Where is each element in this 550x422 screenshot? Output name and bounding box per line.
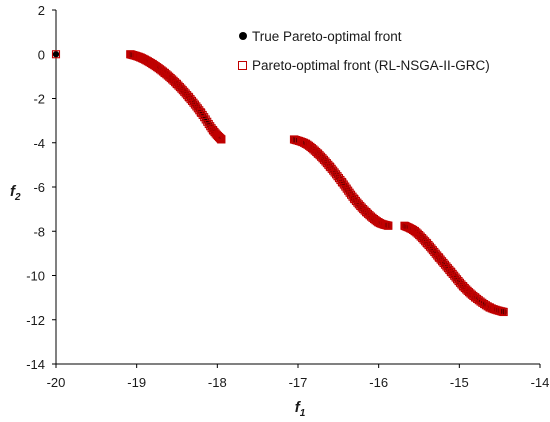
data-point (52, 51, 60, 58)
legend-label-rl-nsga-front: Pareto-optimal front (RL-NSGA-II-GRC) (252, 58, 490, 73)
data-point (339, 180, 348, 189)
legend-item-true-front: True Pareto-optimal front (239, 29, 402, 44)
x-axis-label: f1 (295, 399, 306, 419)
x-tick-label: -19 (127, 375, 146, 390)
x-tick-labels: -20 -19 -18 -17 -16 -15 -14 (47, 364, 550, 390)
data-point (499, 307, 508, 317)
data-point (459, 282, 468, 291)
y-axis-label: f2 (10, 183, 21, 203)
x-tick-label: -17 (289, 375, 308, 390)
data-point (204, 119, 213, 129)
series-rl-nsga-front (51, 50, 508, 317)
y-tick-label: -6 (33, 180, 45, 195)
x-tick-label: -15 (450, 375, 469, 390)
legend-item-rl-nsga-front: Pareto-optimal front (RL-NSGA-II-GRC) (238, 58, 490, 73)
x-tick-label: -14 (531, 375, 550, 390)
x-tick-label: -20 (47, 375, 66, 390)
data-point (217, 135, 226, 144)
data-point (384, 221, 393, 230)
data-point (483, 302, 492, 311)
y-tick-labels: 2 0 -2 -4 -6 -8 -10 -12 -14 (26, 3, 56, 372)
data-point (412, 228, 421, 237)
data-point (166, 74, 175, 83)
y-tick-label: -12 (26, 313, 45, 328)
legend-marker-true-front (239, 32, 247, 40)
series-true-front (52, 51, 507, 316)
data-point (413, 229, 422, 238)
data-point (168, 75, 177, 84)
x-tick-label: -16 (369, 375, 388, 390)
y-tick-label: -4 (33, 136, 45, 151)
data-point (51, 50, 61, 59)
data-point (342, 184, 351, 193)
y-tick-label: -8 (33, 224, 45, 239)
y-tick-label: -14 (26, 357, 45, 372)
data-point (216, 134, 225, 143)
y-tick-label: 2 (38, 3, 45, 18)
data-points (51, 50, 508, 317)
data-point (314, 149, 323, 158)
legend: True Pareto-optimal front Pareto-optimal… (238, 29, 490, 73)
legend-marker-rl-nsga-front (238, 61, 247, 70)
data-point (215, 133, 224, 142)
data-point (460, 284, 469, 293)
legend-label-true-front: True Pareto-optimal front (252, 29, 402, 44)
x-tick-label: -18 (208, 375, 227, 390)
y-tick-label: 0 (38, 47, 45, 62)
y-tick-label: -2 (33, 92, 45, 107)
data-point (344, 186, 353, 195)
data-point (214, 132, 223, 142)
y-tick-label: -10 (26, 269, 45, 284)
data-point (341, 182, 350, 191)
